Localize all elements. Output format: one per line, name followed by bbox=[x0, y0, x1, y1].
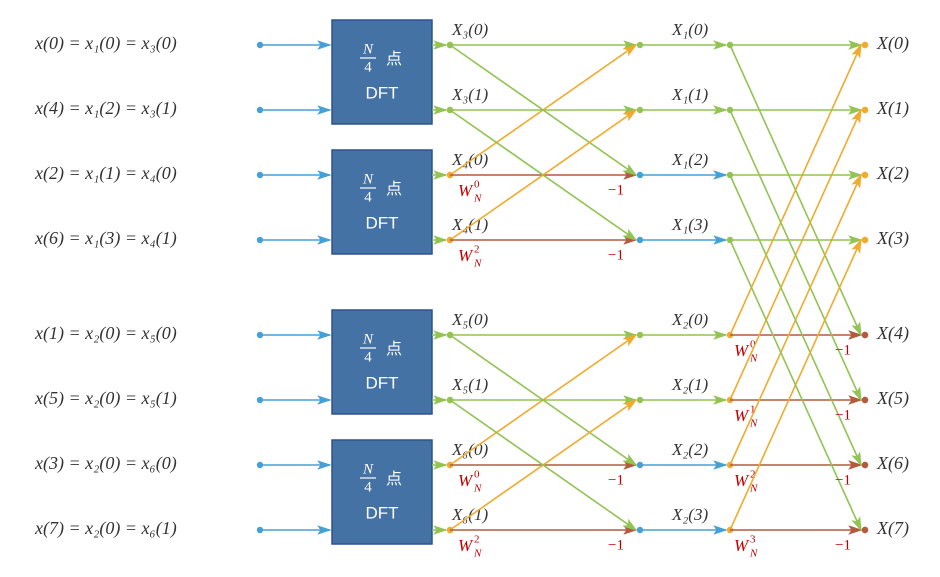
svg-text:X₂(3): X₂(3) bbox=[671, 505, 708, 524]
svg-text:−1: −1 bbox=[608, 537, 624, 553]
svg-text:点: 点 bbox=[386, 470, 402, 488]
svg-text:X₅(1): X₅(1) bbox=[451, 375, 488, 394]
svg-text:W: W bbox=[734, 406, 750, 425]
svg-text:−1: −1 bbox=[835, 537, 851, 553]
svg-text:W: W bbox=[734, 471, 750, 490]
svg-text:x(5) = x₂(0) = x₅(1): x(5) = x₂(0) = x₅(1) bbox=[34, 388, 177, 409]
svg-text:DFT: DFT bbox=[365, 83, 398, 102]
svg-text:N: N bbox=[362, 331, 374, 347]
svg-text:2: 2 bbox=[474, 534, 480, 546]
svg-text:X(0): X(0) bbox=[876, 33, 909, 54]
svg-text:X₂(1): X₂(1) bbox=[671, 375, 708, 394]
svg-text:X(1): X(1) bbox=[876, 98, 909, 119]
svg-text:x(2) = x₁(1) = x₄(0): x(2) = x₁(1) = x₄(0) bbox=[34, 163, 177, 184]
svg-text:−1: −1 bbox=[835, 407, 851, 423]
svg-text:点: 点 bbox=[386, 340, 402, 358]
svg-text:X(3): X(3) bbox=[876, 228, 909, 249]
svg-text:−1: −1 bbox=[608, 247, 624, 263]
svg-text:x(0) = x₁(0) = x₃(0): x(0) = x₁(0) = x₃(0) bbox=[34, 33, 177, 54]
svg-text:X₁(2): X₁(2) bbox=[671, 150, 708, 169]
svg-text:W: W bbox=[734, 536, 750, 555]
svg-text:X(6): X(6) bbox=[876, 453, 909, 474]
svg-text:4: 4 bbox=[364, 479, 372, 495]
svg-text:W: W bbox=[458, 246, 474, 265]
svg-text:−1: −1 bbox=[835, 472, 851, 488]
svg-text:x(1) = x₂(0) = x₅(0): x(1) = x₂(0) = x₅(0) bbox=[34, 323, 177, 344]
svg-text:X₂(0): X₂(0) bbox=[671, 310, 708, 329]
svg-text:2: 2 bbox=[474, 244, 480, 256]
svg-text:N: N bbox=[749, 548, 758, 560]
svg-text:X₃(0): X₃(0) bbox=[451, 20, 488, 39]
svg-text:X(5): X(5) bbox=[876, 388, 909, 409]
svg-text:DFT: DFT bbox=[365, 373, 398, 392]
svg-text:DFT: DFT bbox=[365, 213, 398, 232]
svg-text:X(4): X(4) bbox=[876, 323, 909, 344]
svg-text:X₃(1): X₃(1) bbox=[451, 85, 488, 104]
svg-text:0: 0 bbox=[474, 469, 480, 481]
svg-text:−1: −1 bbox=[608, 472, 624, 488]
svg-text:W: W bbox=[458, 471, 474, 490]
svg-text:N: N bbox=[473, 483, 482, 495]
svg-text:−1: −1 bbox=[835, 342, 851, 358]
svg-text:W: W bbox=[458, 536, 474, 555]
svg-text:X₂(2): X₂(2) bbox=[671, 440, 708, 459]
svg-text:DFT: DFT bbox=[365, 503, 398, 522]
svg-text:x(4) = x₁(2) = x₃(1): x(4) = x₁(2) = x₃(1) bbox=[34, 98, 177, 119]
svg-text:X₅(0): X₅(0) bbox=[451, 310, 488, 329]
svg-text:X(7): X(7) bbox=[876, 518, 909, 539]
svg-text:4: 4 bbox=[364, 59, 372, 75]
svg-text:3: 3 bbox=[750, 534, 756, 546]
svg-text:N: N bbox=[473, 258, 482, 270]
svg-text:x(3) = x₂(0) = x₆(0): x(3) = x₂(0) = x₆(0) bbox=[34, 453, 177, 474]
svg-text:0: 0 bbox=[474, 179, 480, 191]
svg-text:4: 4 bbox=[364, 349, 372, 365]
svg-text:X(2): X(2) bbox=[876, 163, 909, 184]
svg-text:x(7) = x₂(0) = x₆(1): x(7) = x₂(0) = x₆(1) bbox=[34, 518, 177, 539]
svg-text:N: N bbox=[362, 461, 374, 477]
svg-text:N: N bbox=[362, 41, 374, 57]
svg-text:W: W bbox=[734, 341, 750, 360]
svg-text:X₁(1): X₁(1) bbox=[671, 85, 708, 104]
svg-text:X₁(3): X₁(3) bbox=[671, 215, 708, 234]
svg-text:x(6) = x₁(3) = x₄(1): x(6) = x₁(3) = x₄(1) bbox=[34, 228, 177, 249]
svg-text:N: N bbox=[362, 171, 374, 187]
svg-text:N: N bbox=[473, 548, 482, 560]
svg-text:点: 点 bbox=[386, 50, 402, 68]
svg-text:W: W bbox=[458, 181, 474, 200]
svg-text:N: N bbox=[473, 193, 482, 205]
svg-text:点: 点 bbox=[386, 180, 402, 198]
svg-text:−1: −1 bbox=[608, 182, 624, 198]
svg-text:X₁(0): X₁(0) bbox=[671, 20, 708, 39]
svg-text:4: 4 bbox=[364, 189, 372, 205]
